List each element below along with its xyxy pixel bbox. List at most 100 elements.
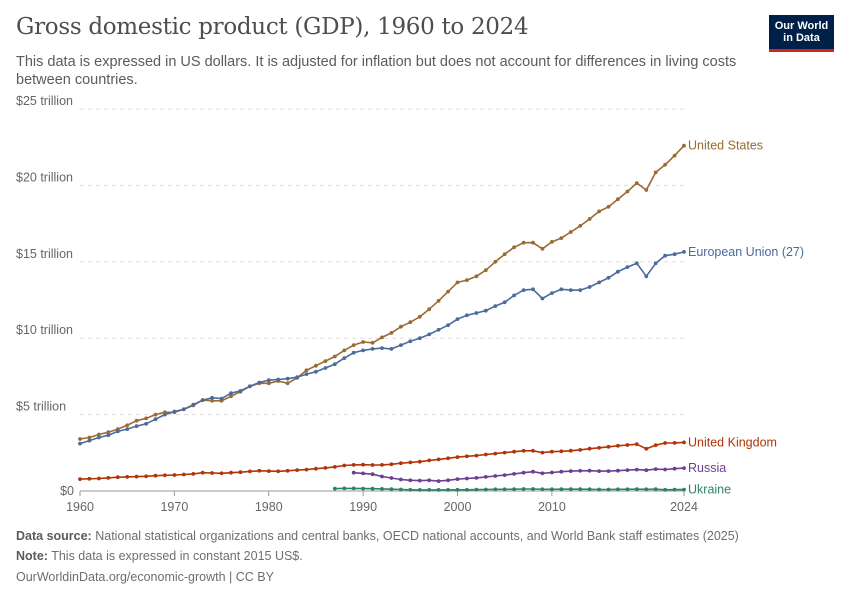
data-point-united-states	[351, 343, 356, 347]
data-point-united-kingdom	[531, 448, 535, 453]
data-point-united-states	[663, 162, 667, 167]
data-point-united-kingdom	[370, 463, 375, 467]
data-point-russia	[389, 476, 394, 480]
data-point-european-union-27	[682, 250, 686, 254]
series-label-united-states[interactable]: United States	[688, 139, 763, 153]
data-point-european-union-27	[550, 291, 554, 295]
data-point-russia	[559, 469, 564, 474]
data-point-united-kingdom	[493, 451, 498, 456]
data-point-ukraine	[540, 487, 545, 492]
series-label-ukraine[interactable]: Ukraine	[688, 483, 731, 497]
data-point-ukraine	[578, 487, 583, 492]
data-point-united-states	[399, 324, 403, 329]
series-label-united-kingdom[interactable]: United Kingdom	[688, 435, 777, 449]
data-point-united-kingdom	[144, 474, 149, 479]
data-point-european-union-27	[238, 389, 243, 393]
series-united-states[interactable]	[78, 143, 686, 441]
data-point-european-union-27	[276, 377, 281, 382]
data-point-european-union-27	[342, 356, 347, 360]
data-point-united-states	[550, 240, 554, 244]
data-point-european-union-27	[625, 265, 630, 269]
data-point-united-states	[266, 381, 271, 386]
data-point-ukraine	[465, 487, 469, 492]
data-point-united-states	[512, 245, 516, 250]
data-point-european-union-27	[512, 293, 516, 298]
data-point-ukraine	[493, 487, 498, 492]
data-point-united-kingdom	[606, 444, 611, 449]
data-point-united-states	[332, 354, 337, 359]
data-point-european-union-27	[181, 407, 186, 412]
data-point-russia	[512, 472, 516, 476]
series-ukraine[interactable]	[332, 486, 686, 492]
data-point-european-union-27	[115, 429, 120, 434]
data-point-united-states	[427, 307, 432, 312]
x-tick-label: 1980	[255, 500, 283, 514]
data-point-european-union-27	[427, 332, 432, 337]
data-point-european-union-27	[332, 362, 337, 367]
data-point-united-kingdom	[78, 477, 82, 481]
data-point-russia	[597, 469, 601, 473]
source-url[interactable]: OurWorldinData.org/economic-growth | CC …	[16, 570, 274, 584]
data-point-united-states	[587, 217, 592, 221]
data-point-european-union-27	[351, 350, 356, 355]
data-point-united-states	[125, 423, 130, 428]
chart-title: Gross domestic product (GDP), 1960 to 20…	[16, 14, 529, 40]
data-point-european-union-27	[380, 346, 384, 350]
data-point-european-union-27	[578, 288, 583, 292]
data-point-european-union-27	[644, 274, 649, 279]
data-point-european-union-27	[172, 409, 177, 414]
data-point-united-kingdom	[682, 440, 686, 445]
data-point-united-states	[229, 394, 233, 399]
data-point-united-kingdom	[559, 449, 564, 454]
data-point-ukraine	[644, 487, 649, 492]
data-point-ukraine	[521, 487, 526, 491]
series-label-russia[interactable]: Russia	[688, 461, 726, 475]
series-label-european-union-27[interactable]: European Union (27)	[688, 245, 804, 259]
data-point-united-states	[389, 331, 394, 335]
data-point-united-kingdom	[455, 455, 460, 459]
data-point-united-kingdom	[465, 454, 469, 459]
owid-logo[interactable]: Our World in Data	[769, 15, 834, 52]
data-point-united-states	[408, 320, 413, 325]
data-point-ukraine	[436, 488, 441, 492]
data-point-united-kingdom	[87, 476, 92, 481]
x-tick-label: 1960	[66, 500, 94, 514]
series-russia[interactable]	[351, 466, 686, 483]
data-point-united-kingdom	[672, 441, 677, 445]
data-point-ukraine	[474, 487, 479, 492]
data-point-ukraine	[332, 486, 337, 491]
y-tick-label: $5 trillion	[16, 400, 66, 414]
data-point-united-kingdom	[229, 470, 233, 475]
data-point-united-kingdom	[597, 445, 601, 450]
data-point-russia	[653, 467, 658, 471]
data-point-ukraine	[389, 487, 394, 492]
data-point-ukraine	[653, 487, 658, 492]
source-text[interactable]: National statistical organizations and c…	[95, 529, 739, 543]
data-point-united-states	[502, 252, 507, 257]
data-point-united-kingdom	[257, 468, 262, 473]
data-point-united-kingdom	[399, 461, 403, 466]
logo-line-2: in Data	[783, 32, 820, 44]
data-point-russia	[625, 468, 630, 472]
data-point-united-kingdom	[191, 472, 196, 476]
data-point-united-kingdom	[380, 463, 384, 467]
data-point-european-union-27	[672, 252, 677, 257]
data-point-european-union-27	[408, 339, 413, 344]
source-label: Data source:	[16, 529, 92, 543]
data-point-united-kingdom	[163, 473, 167, 478]
data-point-united-states	[436, 298, 441, 303]
series-line-united-kingdom[interactable]	[79, 441, 685, 480]
data-point-united-states	[417, 314, 422, 319]
series-united-kingdom[interactable]	[78, 440, 686, 482]
x-axis-ticks: 1960 1970 1980 1990 2000 2010 2024	[66, 491, 698, 514]
data-point-european-union-27	[266, 378, 271, 383]
series-line-united-states[interactable]	[79, 145, 685, 440]
data-point-russia	[682, 466, 686, 470]
data-source-note: Data source: National statistical organi…	[16, 529, 739, 543]
series-european-union-27[interactable]	[78, 250, 686, 446]
series-line-ukraine[interactable]	[334, 487, 684, 491]
series-line-russia[interactable]	[353, 467, 685, 482]
data-point-european-union-27	[540, 296, 545, 301]
x-tick-label: 2000	[444, 500, 472, 514]
data-point-russia	[351, 470, 356, 475]
